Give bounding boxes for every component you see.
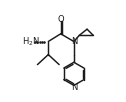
Text: N: N [71, 83, 77, 92]
Text: N: N [71, 37, 77, 46]
Text: H$_2$N: H$_2$N [22, 35, 40, 48]
Text: O: O [57, 15, 64, 24]
